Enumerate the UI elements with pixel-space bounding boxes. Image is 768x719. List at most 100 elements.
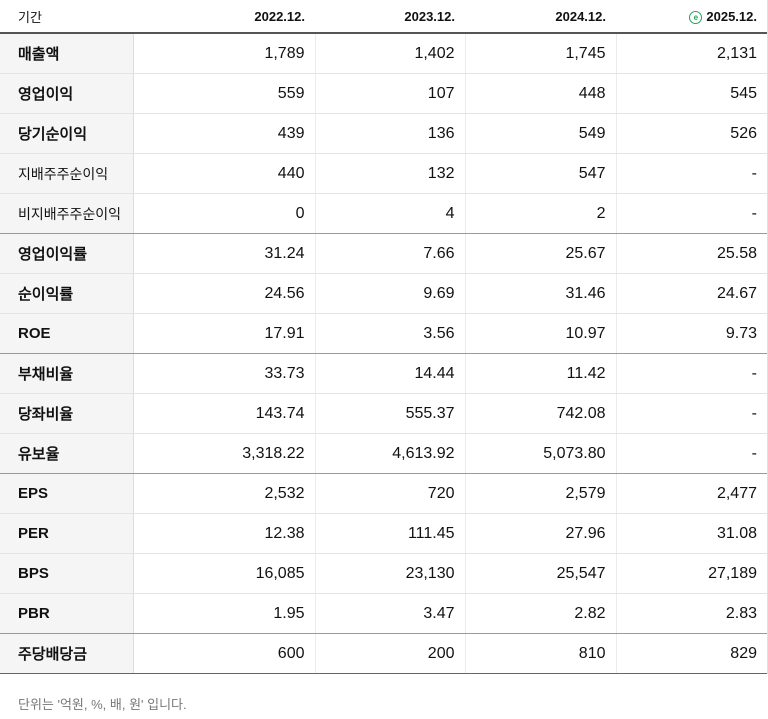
cell-value: 200 (315, 633, 466, 674)
cell-value: 16,085 (133, 553, 316, 594)
cell-value: 136 (315, 113, 466, 154)
table-row-operating-margin: 영업이익률 31.24 7.66 25.67 25.58 (0, 233, 767, 274)
cell-value: 2,532 (133, 473, 316, 514)
row-label: 유보율 (0, 433, 134, 474)
cell-value: 3,318.22 (133, 433, 316, 474)
row-label: 매출액 (0, 33, 134, 74)
row-label: 지배주주순이익 (0, 153, 134, 194)
cell-value: 31.46 (465, 273, 617, 314)
table-header-row: 기간 2022.12. 2023.12. 2024.12. e 2025.12. (0, 0, 767, 34)
cell-value: 25.67 (465, 233, 617, 274)
table-row-net-margin: 순이익률 24.56 9.69 31.46 24.67 (0, 273, 767, 314)
cell-value: 5,073.80 (465, 433, 617, 474)
cell-value: 111.45 (315, 513, 466, 554)
cell-value: 132 (315, 153, 466, 194)
table-row-per: PER 12.38 111.45 27.96 31.08 (0, 513, 767, 554)
cell-value: - (616, 433, 767, 474)
table-row-pbr: PBR 1.95 3.47 2.82 2.83 (0, 593, 767, 634)
table-row-noncontrolling-net-income: 비지배주주순이익 0 4 2 - (0, 193, 767, 234)
row-label: 당기순이익 (0, 113, 134, 154)
table-row-eps: EPS 2,532 720 2,579 2,477 (0, 473, 767, 514)
cell-value: 143.74 (133, 393, 316, 434)
cell-value: 559 (133, 73, 316, 114)
cell-value: 2 (465, 193, 617, 234)
row-label: 영업이익 (0, 73, 134, 114)
period-header-label: 기간 (0, 0, 133, 34)
cell-value: 12.38 (133, 513, 316, 554)
cell-value: 31.08 (616, 513, 767, 554)
cell-value: 720 (315, 473, 466, 514)
table-row-reserve-ratio: 유보율 3,318.22 4,613.92 5,073.80 - (0, 433, 767, 474)
table-row-net-income: 당기순이익 439 136 549 526 (0, 113, 767, 154)
table-row-dividend-per-share: 주당배당금 600 200 810 829 (0, 633, 767, 674)
cell-value: 9.73 (616, 313, 767, 354)
period-header-2023: 2023.12. (315, 0, 465, 34)
cell-value: 107 (315, 73, 466, 114)
cell-value: 4 (315, 193, 466, 234)
cell-value: 810 (465, 633, 617, 674)
cell-value: 547 (465, 153, 617, 194)
period-header-2024: 2024.12. (465, 0, 616, 34)
cell-value: 24.67 (616, 273, 767, 314)
cell-value: 9.69 (315, 273, 466, 314)
cell-value: 545 (616, 73, 767, 114)
cell-value: 0 (133, 193, 316, 234)
row-label: 당좌비율 (0, 393, 134, 434)
row-label: BPS (0, 553, 134, 594)
cell-value: - (616, 153, 767, 194)
cell-value: 526 (616, 113, 767, 154)
cell-value: 1.95 (133, 593, 316, 634)
financial-table-container: 기간 2022.12. 2023.12. 2024.12. e 2025.12. … (0, 0, 768, 674)
row-label: EPS (0, 473, 134, 514)
cell-value: 600 (133, 633, 316, 674)
table-row-operating-profit: 영업이익 559 107 448 545 (0, 73, 767, 114)
cell-value: 1,789 (133, 33, 316, 74)
row-label: PER (0, 513, 134, 554)
cell-value: 25,547 (465, 553, 617, 594)
row-label: 부채비율 (0, 353, 134, 394)
period-header-2025-estimate: e 2025.12. (616, 0, 767, 34)
cell-value: 24.56 (133, 273, 316, 314)
cell-value: 440 (133, 153, 316, 194)
unit-note: 단위는 '억원, %, 배, 원' 입니다. (18, 697, 187, 712)
row-label: 영업이익률 (0, 233, 134, 274)
cell-value: 27,189 (616, 553, 767, 594)
cell-value: 742.08 (465, 393, 617, 434)
row-label: PBR (0, 593, 134, 634)
cell-value: 3.56 (315, 313, 466, 354)
table-row-quick-ratio: 당좌비율 143.74 555.37 742.08 - (0, 393, 767, 434)
cell-value: - (616, 393, 767, 434)
table-row-revenue: 매출액 1,789 1,402 1,745 2,131 (0, 33, 767, 74)
estimate-icon: e (689, 10, 703, 24)
cell-value: 1,402 (315, 33, 466, 74)
cell-value: 2.83 (616, 593, 767, 634)
cell-value: 549 (465, 113, 617, 154)
cell-value: 2,579 (465, 473, 617, 514)
cell-value: 2.82 (465, 593, 617, 634)
row-label: ROE (0, 313, 134, 354)
cell-value: 448 (465, 73, 617, 114)
cell-value: 10.97 (465, 313, 617, 354)
financial-summary-table: 기간 2022.12. 2023.12. 2024.12. e 2025.12. … (0, 0, 767, 674)
cell-value: 3.47 (315, 593, 466, 634)
cell-value: 11.42 (465, 353, 617, 394)
cell-value: 4,613.92 (315, 433, 466, 474)
row-label: 순이익률 (0, 273, 134, 314)
cell-value: 439 (133, 113, 316, 154)
period-header-2025-label: 2025.12. (706, 8, 757, 24)
cell-value: 829 (616, 633, 767, 674)
cell-value: 27.96 (465, 513, 617, 554)
period-header-2022: 2022.12. (133, 0, 315, 34)
table-row-debt-ratio: 부채비율 33.73 14.44 11.42 - (0, 353, 767, 394)
table-row-controlling-net-income: 지배주주순이익 440 132 547 - (0, 153, 767, 194)
row-label: 주당배당금 (0, 633, 134, 674)
table-row-roe: ROE 17.91 3.56 10.97 9.73 (0, 313, 767, 354)
cell-value: 1,745 (465, 33, 617, 74)
cell-value: 2,477 (616, 473, 767, 514)
cell-value: - (616, 193, 767, 234)
cell-value: 31.24 (133, 233, 316, 274)
cell-value: 17.91 (133, 313, 316, 354)
table-row-bps: BPS 16,085 23,130 25,547 27,189 (0, 553, 767, 594)
row-label: 비지배주주순이익 (0, 193, 134, 234)
cell-value: 33.73 (133, 353, 316, 394)
